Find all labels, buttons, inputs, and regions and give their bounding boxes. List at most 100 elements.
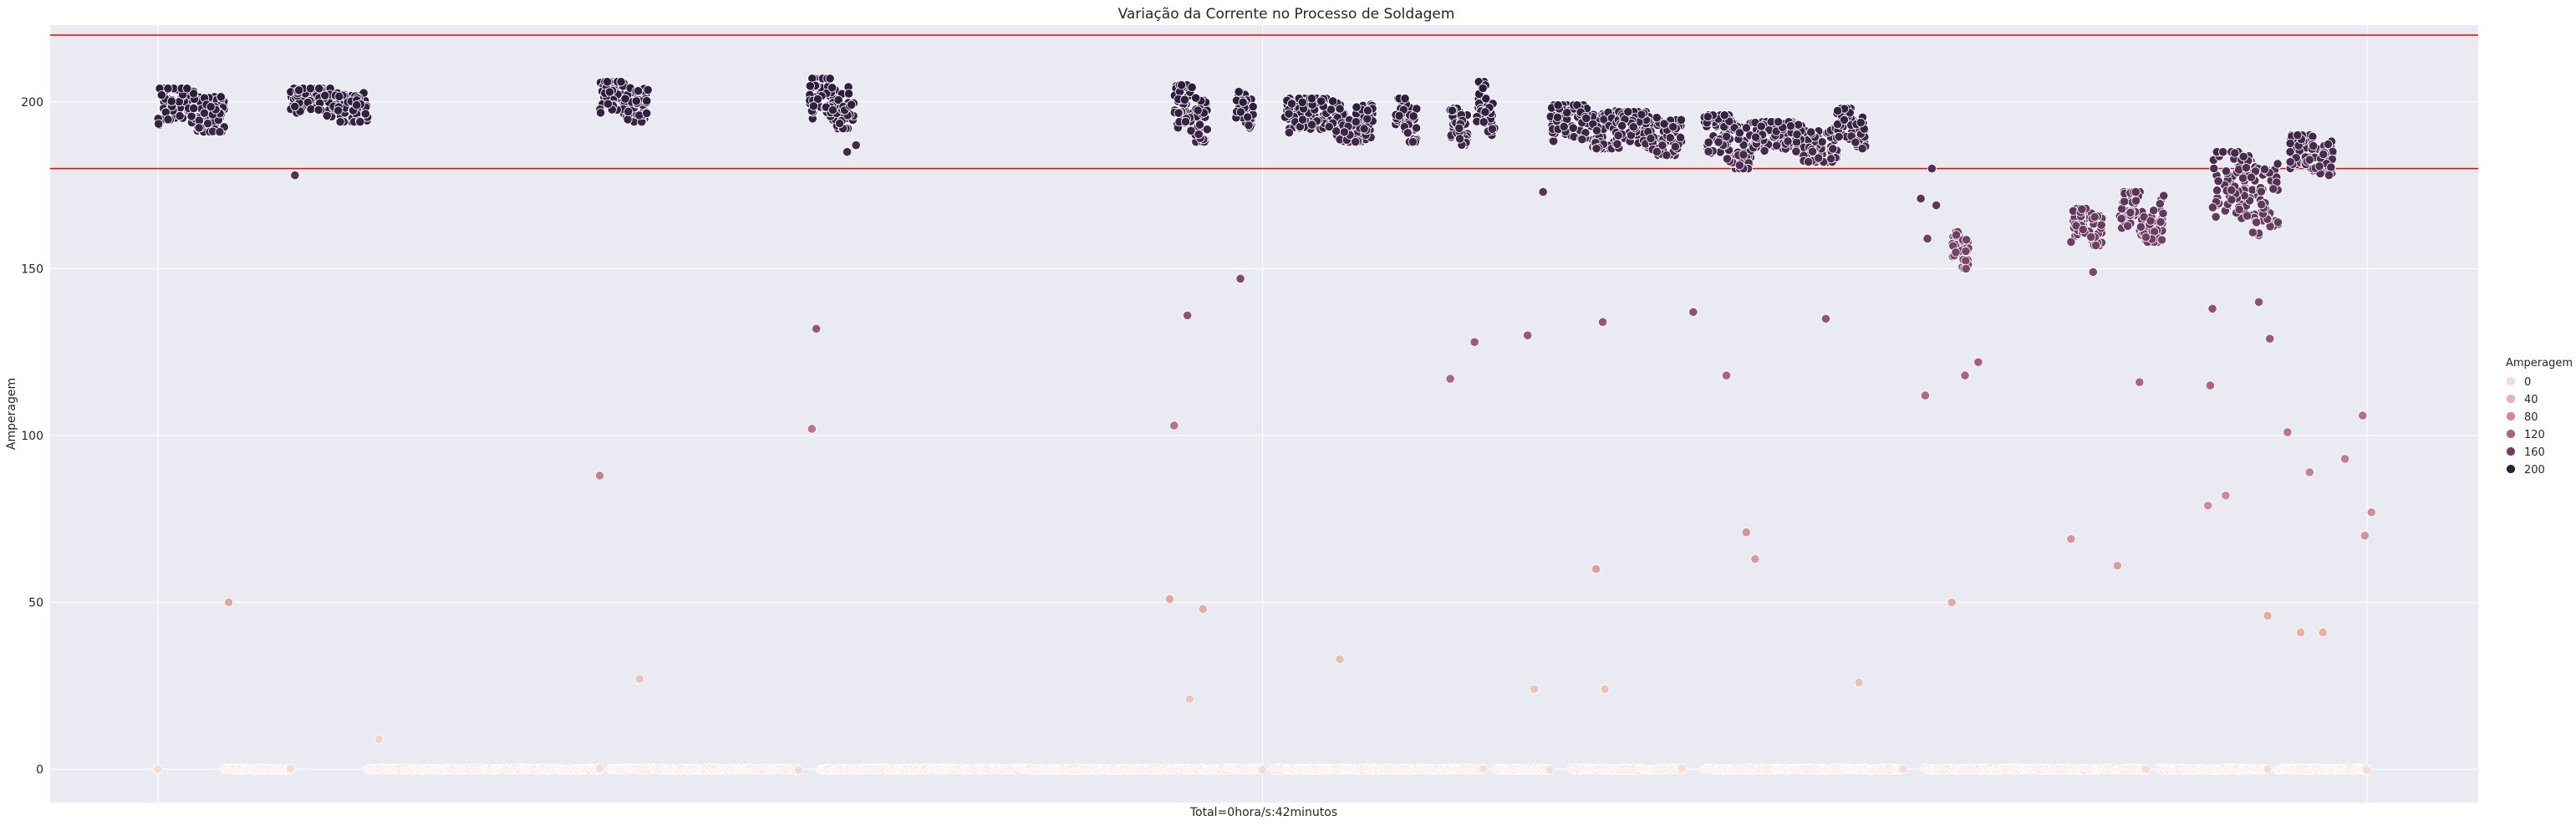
cluster-point — [2252, 217, 2262, 227]
cluster-point — [1352, 102, 1362, 112]
cluster-point — [182, 84, 192, 94]
cluster-point — [2241, 163, 2252, 173]
cluster-point — [1794, 120, 1804, 130]
cluster-point — [1772, 140, 1782, 150]
cluster-point — [2323, 139, 2334, 150]
cluster-point — [1951, 230, 1962, 240]
cluster-point — [2211, 212, 2221, 222]
cluster-point — [1961, 263, 1971, 273]
cluster-point — [2212, 186, 2222, 196]
cluster-point — [2242, 211, 2253, 221]
data-point — [812, 324, 822, 334]
cluster-point — [1774, 117, 1784, 127]
cluster-point — [847, 99, 857, 110]
legend-marker — [2506, 429, 2516, 439]
cluster-point — [313, 105, 323, 115]
cluster-point — [1394, 110, 1404, 121]
cluster-point — [642, 108, 652, 119]
cluster-point — [2090, 212, 2100, 222]
zero-point — [1479, 764, 1489, 774]
cluster-point — [1559, 121, 1569, 132]
cluster-point — [2077, 204, 2087, 214]
cluster-point — [1177, 80, 1187, 90]
data-point — [1721, 370, 1732, 380]
cluster-point — [1362, 105, 1373, 115]
cluster-point — [1832, 105, 1843, 116]
cluster-point — [2230, 148, 2240, 158]
cluster-point — [2096, 220, 2106, 230]
cluster-point — [2146, 216, 2156, 226]
cluster-point — [2238, 173, 2248, 183]
zero-point — [1257, 765, 1268, 775]
y-tick-label: 200 — [21, 96, 43, 110]
cluster-point — [2309, 140, 2319, 151]
cluster-point — [2319, 149, 2329, 160]
cluster-point — [1591, 125, 1602, 135]
data-point — [1335, 654, 1345, 664]
cluster-point — [2158, 208, 2168, 218]
cluster-point — [1961, 246, 1971, 256]
cluster-point — [334, 91, 344, 101]
legend-label: 0 — [2524, 376, 2531, 389]
legend-marker — [2506, 411, 2516, 421]
cluster-point — [1339, 127, 1350, 137]
cluster-point — [1676, 132, 1686, 143]
cluster-point — [2285, 157, 2295, 167]
cluster-point — [1792, 130, 1802, 140]
cluster-point — [1552, 112, 1563, 123]
cluster-point — [1351, 117, 1361, 127]
cluster-point — [2293, 130, 2303, 140]
cluster-point — [1480, 107, 1490, 117]
cluster-point — [604, 87, 615, 97]
cluster-point — [355, 117, 365, 127]
cluster-point — [634, 86, 644, 96]
data-point — [2066, 237, 2076, 247]
cluster-point — [624, 106, 634, 117]
y-tick-label: 50 — [28, 597, 43, 610]
cluster-point — [1316, 96, 1326, 106]
data-point — [1916, 193, 1926, 204]
cluster-point — [2131, 196, 2141, 206]
legend-marker — [2506, 446, 2516, 456]
cluster-point — [834, 119, 845, 129]
cluster-point — [1703, 137, 1713, 147]
data-point — [1973, 357, 1983, 367]
cluster-point — [2086, 232, 2096, 242]
data-point — [1235, 273, 1245, 283]
cluster-point — [206, 102, 216, 112]
cluster-point — [1284, 128, 1294, 138]
cluster-point — [1286, 99, 1297, 109]
data-point — [1469, 337, 1479, 347]
cluster-point — [642, 96, 652, 106]
cluster-point — [1191, 93, 1201, 103]
cluster-point — [2268, 184, 2278, 194]
cluster-point — [156, 90, 167, 100]
cluster-point — [1297, 97, 1307, 107]
cluster-point — [1719, 110, 1729, 120]
cluster-point — [1328, 96, 1338, 106]
cluster-point — [360, 109, 370, 119]
data-point — [2203, 501, 2213, 511]
cluster-point — [314, 84, 324, 94]
cluster-point — [1306, 120, 1317, 130]
data-point — [634, 674, 644, 684]
cluster-point — [1403, 128, 1413, 138]
cluster-point — [1591, 144, 1601, 154]
cluster-point — [1623, 107, 1633, 117]
cluster-point — [1408, 111, 1418, 121]
cluster-point — [1400, 94, 1410, 104]
cluster-point — [2314, 161, 2324, 171]
cluster-point — [1676, 115, 1687, 125]
data-point — [2360, 531, 2370, 541]
cluster-point — [1359, 124, 1369, 134]
cluster-point — [305, 84, 316, 94]
cluster-point — [352, 100, 362, 110]
data-point — [2205, 380, 2215, 390]
cluster-point — [163, 84, 173, 94]
cluster-point — [1238, 97, 1248, 107]
cluster-point — [1577, 135, 1587, 145]
data-point — [374, 734, 384, 744]
data-point — [2358, 410, 2368, 421]
data-point — [807, 424, 817, 434]
cluster-point — [1856, 118, 1866, 128]
